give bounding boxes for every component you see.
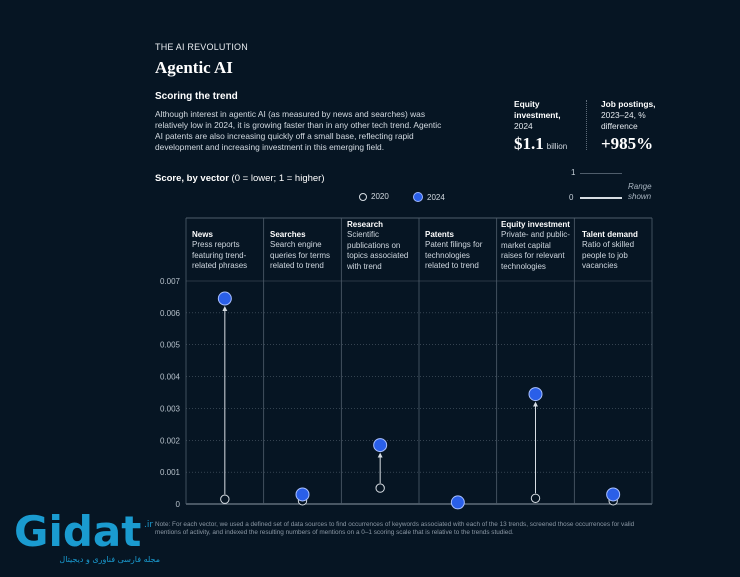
stat-divider xyxy=(586,100,587,150)
point-2020 xyxy=(220,494,230,504)
kicker-text: THE AI REVOLUTION xyxy=(155,42,248,52)
jobs-stat-value: +985% xyxy=(601,134,654,153)
point-2024 xyxy=(217,291,232,306)
range-caption-line1: Range xyxy=(628,182,652,191)
point-2024 xyxy=(373,438,388,453)
page-title: Agentic AI xyxy=(155,58,233,77)
description-text: Although interest in agentic AI (as meas… xyxy=(155,109,442,152)
column-name: Searches xyxy=(270,230,306,239)
column-desc: Search engine queries for terms related … xyxy=(270,240,331,271)
y-tick-label: 0 xyxy=(176,500,181,509)
legend-label-2020: 2020 xyxy=(371,192,389,201)
logo-ir: .ir xyxy=(144,520,153,530)
logo-tagline: مجله فارسی فناوری و دیجیتال xyxy=(59,555,160,564)
range-top-line xyxy=(580,173,622,174)
y-tick-label: 0.005 xyxy=(160,341,181,350)
point-2024 xyxy=(528,387,543,402)
range-top-label: 1 xyxy=(571,168,576,177)
y-tick-label: 0.003 xyxy=(160,404,181,413)
jobs-stat-label-range: 2023–24, % difference xyxy=(601,110,646,131)
score-label-scale: (0 = lower; 1 = higher) xyxy=(228,173,325,184)
column-desc: Press reports featuring trend-related ph… xyxy=(192,240,248,271)
column-header-searches: Searches Search engine queries for terms… xyxy=(270,230,336,272)
y-tick-label: 0.001 xyxy=(160,468,181,477)
column-name: Talent demand xyxy=(582,230,638,239)
column-name: News xyxy=(192,230,213,239)
y-tick-label: 0.007 xyxy=(160,277,181,286)
y-tick-label: 0.002 xyxy=(160,436,181,445)
equity-stat-label-bold: Equity investment, xyxy=(514,99,561,120)
column-header-patents: Patents Patent filings for technologies … xyxy=(425,230,493,272)
point-2020 xyxy=(530,493,541,503)
point-2024 xyxy=(450,495,465,510)
column-header-news: News Press reports featuring trend-relat… xyxy=(192,230,258,272)
range-bottom-label: 0 xyxy=(569,193,574,202)
column-name: Research xyxy=(347,220,384,229)
equity-stat-unit: billion xyxy=(546,142,568,151)
column-header-research: Research Scientific publications on topi… xyxy=(347,220,417,272)
logo-wordmark: Gidat xyxy=(14,507,141,556)
equity-stat-label-year: 2024 xyxy=(514,121,533,131)
range-caption: Range shown xyxy=(628,182,652,202)
column-header-talent-demand: Talent demand Ratio of skilled people to… xyxy=(582,230,648,272)
section-subtitle: Scoring the trend xyxy=(155,91,238,102)
footnote: Note: For each vector, we used a defined… xyxy=(155,521,635,537)
equity-stat-value-group: $1.1 billion xyxy=(514,134,567,154)
equity-stat-value: $1.1 xyxy=(514,134,544,153)
equity-stat-label: Equity investment, 2024 xyxy=(514,99,578,132)
legend-marker-2024 xyxy=(413,192,423,202)
gidat-watermark-logo: Gidat .ir مجله فارسی فناوری و دیجیتال xyxy=(14,507,160,564)
range-caption-line2: shown xyxy=(628,192,652,201)
column-header-equity-investment: Equity investment Private- and public-ma… xyxy=(501,220,573,272)
range-bottom-line xyxy=(580,197,622,199)
legend-marker-2020 xyxy=(359,192,367,201)
jobs-stat-label-bold: Job postings, xyxy=(601,99,656,109)
column-desc: Scientific publications on topics associ… xyxy=(347,230,409,271)
legend-item-2020: 2020 xyxy=(359,192,389,201)
score-label: Score, by vector (0 = lower; 1 = higher) xyxy=(155,173,325,184)
legend-label-2024: 2024 xyxy=(427,192,445,202)
column-name: Patents xyxy=(425,230,454,239)
point-2024 xyxy=(606,487,621,502)
column-desc: Patent filings for technologies related … xyxy=(425,240,483,271)
point-2024 xyxy=(295,487,310,502)
y-tick-label: 0.004 xyxy=(160,373,181,382)
column-name: Equity investment xyxy=(501,220,570,229)
legend-item-2024: 2024 xyxy=(413,192,445,202)
score-label-bold: Score, by vector xyxy=(155,173,229,184)
column-desc: Ratio of skilled people to job vacancies xyxy=(582,240,635,271)
column-desc: Private- and public-market capital raise… xyxy=(501,230,570,271)
point-2020 xyxy=(375,483,385,493)
jobs-stat-label: Job postings, 2023–24, % difference xyxy=(601,99,671,132)
y-tick-label: 0.006 xyxy=(160,309,181,318)
